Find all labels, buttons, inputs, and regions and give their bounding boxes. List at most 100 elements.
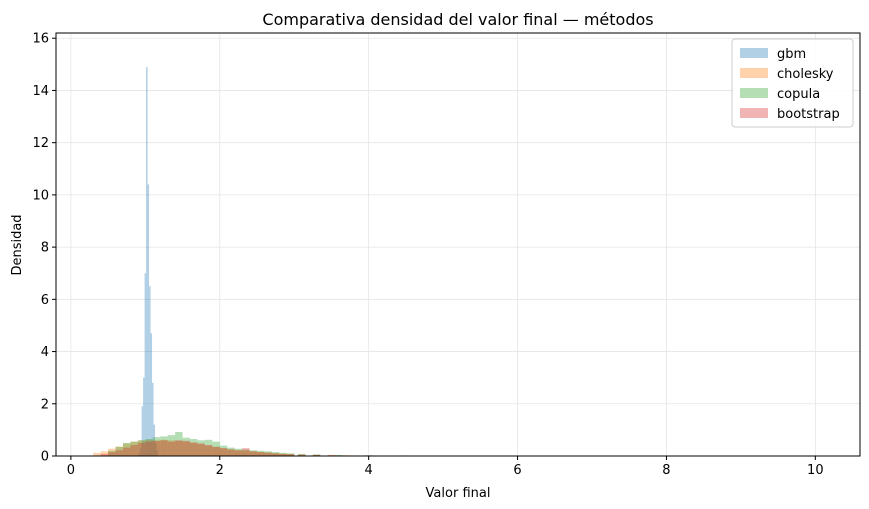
- legend-label-bootstrap: bootstrap: [777, 107, 840, 122]
- histogram-bar-cholesky: [204, 445, 213, 456]
- histogram-bar-cholesky: [297, 454, 306, 456]
- histogram-bar-cholesky: [115, 446, 123, 456]
- histogram-bar-copula: [204, 439, 213, 456]
- histogram-bar-cholesky: [257, 452, 265, 456]
- legend-swatch-gbm: [740, 48, 768, 58]
- histogram-bar-copula: [297, 453, 306, 456]
- histogram-bar-copula: [234, 448, 243, 456]
- histogram-bar-gbm: [152, 382, 154, 456]
- histogram-bar-bootstrap: [182, 440, 190, 456]
- axes: [55, 32, 861, 457]
- histogram-bar-bootstrap: [115, 450, 123, 456]
- histogram-bar-bootstrap: [123, 447, 131, 456]
- histogram-bar-cholesky: [212, 446, 220, 456]
- histogram-bar-cholesky: [227, 449, 235, 456]
- histogram-bar-cholesky: [182, 441, 190, 456]
- histogram-bar-bootstrap: [197, 443, 205, 456]
- histogram-bar-copula: [152, 437, 161, 456]
- histogram-bar-bootstrap: [264, 452, 272, 456]
- histogram-bar-bootstrap: [297, 454, 306, 456]
- histogram-bar-cholesky: [219, 448, 228, 456]
- histogram-bar-cholesky: [271, 453, 280, 456]
- legend-label-gbm: gbm: [777, 47, 806, 62]
- histogram-bar-bootstrap: [227, 449, 235, 456]
- histogram-bar-cholesky: [145, 439, 153, 456]
- histogram-bar-bootstrap: [279, 453, 287, 456]
- histogram-bar-cholesky: [160, 439, 168, 456]
- histogram-bar-gbm: [153, 424, 156, 456]
- histogram-bar-bootstrap: [145, 441, 153, 456]
- x-tick-label: 10: [807, 463, 824, 478]
- histogram-bar-copula: [182, 437, 190, 456]
- y-tick-label: 8: [41, 241, 49, 256]
- histogram-bar-gbm: [144, 273, 147, 456]
- histogram-bar-cholesky: [137, 440, 146, 456]
- histogram-bar-bootstrap: [234, 450, 243, 456]
- y-ticks: 0 2 4 6 8 10 12 14 16: [32, 32, 56, 465]
- histogram-bar-gbm: [155, 442, 157, 456]
- histogram-bar-copula: [249, 450, 257, 456]
- histogram-bar-cholesky: [130, 441, 138, 456]
- histogram-bar-copula: [175, 431, 183, 456]
- histogram-bar-gbm: [143, 377, 145, 456]
- histogram-bar-bootstrap: [190, 442, 198, 456]
- histogram-bar-copula: [115, 446, 123, 456]
- x-tick-label: 0: [67, 463, 75, 478]
- histogram-bar-copula: [242, 449, 250, 456]
- histogram-bar-bootstrap: [271, 453, 280, 456]
- x-ticks: 0 2 4 6 8 10: [67, 456, 824, 478]
- histogram-bars: [93, 66, 760, 456]
- histogram-bar-copula: [145, 439, 153, 456]
- histogram-bar-bootstrap: [160, 440, 168, 456]
- x-tick-label: 2: [216, 463, 224, 478]
- histogram-bar-bootstrap: [212, 446, 220, 456]
- histogram-bar-cholesky: [167, 440, 176, 456]
- histogram-bar-copula: [108, 450, 116, 456]
- legend-box: [731, 38, 854, 128]
- histogram-bar-cholesky: [234, 450, 243, 456]
- histogram-bar-copula: [257, 450, 265, 456]
- histogram-bar-gbm: [156, 450, 158, 456]
- y-tick-label: 4: [41, 345, 49, 360]
- histogram-bar-bootstrap: [219, 448, 228, 456]
- histogram-bar-bootstrap: [137, 442, 146, 456]
- histogram-bar-gbm: [140, 448, 142, 456]
- x-tick-label: 4: [365, 463, 373, 478]
- histogram-bar-copula: [271, 452, 280, 456]
- histogram-bar-gbm: [150, 333, 153, 456]
- histogram-bar-copula: [335, 454, 343, 456]
- histogram-bar-copula: [137, 440, 146, 456]
- x-tick-label: 8: [662, 463, 670, 478]
- histogram-bar-gbm: [149, 286, 151, 456]
- histogram-bar-bootstrap: [108, 452, 116, 456]
- histogram-bar-copula: [227, 447, 235, 456]
- histogram-bar-cholesky: [100, 451, 109, 456]
- histogram-bar-bootstrap: [167, 441, 176, 456]
- histogram-bar-bootstrap: [257, 452, 265, 456]
- histogram-bar-cholesky: [286, 453, 295, 456]
- histogram-bar-cholesky: [190, 442, 198, 456]
- y-axis-label: Densidad: [10, 214, 25, 275]
- histogram-bar-copula: [130, 441, 138, 456]
- histogram-bar-cholesky: [197, 444, 205, 456]
- histogram-bar-copula: [219, 445, 228, 456]
- histogram-bar-cholesky: [108, 448, 116, 456]
- x-axis-label: Valor final: [426, 486, 491, 501]
- histogram-bar-copula: [197, 440, 205, 456]
- y-tick-label: 0: [41, 450, 49, 465]
- y-tick-label: 2: [41, 397, 49, 412]
- histogram-bar-cholesky: [93, 452, 101, 456]
- histogram-bar-cholesky: [312, 454, 321, 456]
- histogram-bar-cholesky: [279, 453, 287, 456]
- histogram-bar-copula: [264, 451, 272, 456]
- histogram-bar-copula: [167, 435, 176, 456]
- histogram-bar-cholesky: [264, 452, 272, 456]
- histogram-bar-copula: [190, 439, 198, 456]
- histogram-bar-bootstrap: [175, 440, 183, 456]
- histogram-bar-cholesky: [175, 440, 183, 456]
- histogram-bar-cholesky: [327, 454, 336, 456]
- histogram-bar-cholesky: [249, 451, 257, 456]
- legend-swatch-bootstrap: [740, 108, 768, 118]
- histogram-bar-gbm: [141, 406, 144, 456]
